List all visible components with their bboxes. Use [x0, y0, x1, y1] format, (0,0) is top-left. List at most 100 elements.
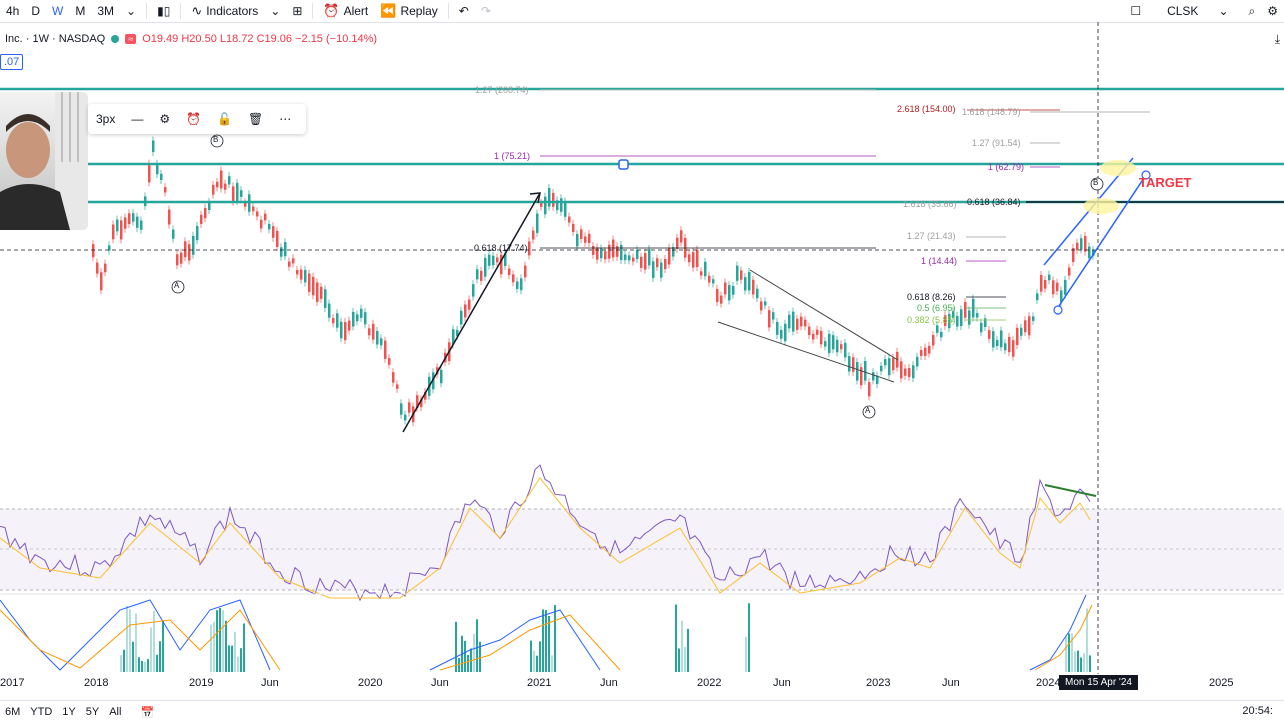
candle-body: [944, 315, 947, 326]
replay-button[interactable]: ⏪ Replay: [374, 0, 444, 22]
line-width-label[interactable]: 3px: [96, 112, 116, 126]
trash-icon[interactable]: 🗑: [248, 112, 264, 126]
x-axis: 2017 2018 2019 Jun 2020 Jun 2021 Jun 202…: [0, 674, 1284, 692]
candle-body: [732, 285, 735, 295]
candle-body: [768, 310, 771, 328]
histogram-bar: [213, 622, 215, 672]
range-1y[interactable]: 1Y: [62, 706, 76, 718]
candle-body: [712, 279, 715, 284]
candle-body: [880, 365, 883, 372]
scroll-down-icon[interactable]: ⤓: [1274, 32, 1280, 46]
line-handle: [618, 159, 629, 170]
interval-4h[interactable]: 4h: [6, 4, 20, 18]
symbol-title[interactable]: Inc. · 1W · NASDAQ: [5, 33, 106, 45]
histogram-bar: [551, 655, 553, 672]
rsi-line: [0, 464, 1091, 602]
candle-body: [888, 358, 891, 376]
candle-body: [476, 269, 479, 280]
layouts-icon[interactable]: ⊞: [292, 4, 303, 18]
symbol-name[interactable]: CLSK: [1167, 4, 1199, 18]
candle-body: [284, 242, 287, 257]
alert-add-icon[interactable]: ⏰: [186, 112, 202, 126]
candle-body: [528, 241, 531, 256]
indicators-button[interactable]: ∿ Indicators: [185, 0, 264, 22]
candle-body: [152, 140, 155, 153]
indicators-icon: ∿: [191, 3, 203, 18]
candle-body: [464, 304, 467, 318]
candles-icon[interactable]: ▮▯: [157, 4, 171, 18]
candle-body: [468, 299, 471, 310]
chevron-down-icon[interactable]: ⌄: [1218, 4, 1229, 18]
range-ytd[interactable]: YTD: [30, 706, 53, 718]
candle-body: [136, 216, 139, 228]
candle-body: [804, 319, 807, 327]
wave-letter: A: [174, 281, 180, 290]
search-icon[interactable]: ⌕: [1248, 3, 1256, 18]
histogram-bar: [1074, 651, 1076, 672]
candle-body: [544, 196, 547, 215]
alert-button[interactable]: ⏰ Alert: [317, 0, 374, 22]
candle-body: [120, 220, 123, 240]
chart-legend: Inc. · 1W · NASDAQ ≈ O19.49 H20.50 L18.7…: [5, 33, 377, 45]
histogram-bar: [240, 648, 242, 672]
candle-body: [708, 275, 711, 283]
fib-label: 1 (75.21): [494, 151, 531, 161]
checkbox-icon[interactable]: ☐: [1130, 4, 1142, 18]
undo-icon[interactable]: ↶: [458, 4, 469, 18]
candle-body: [980, 322, 983, 333]
candle-body: [260, 219, 263, 229]
candle-body: [928, 345, 931, 354]
settings-icon[interactable]: ⚙: [159, 112, 171, 126]
interval-3m[interactable]: 3M: [97, 4, 115, 18]
fib-label: 1.618 (148.79): [962, 107, 1021, 117]
chevron-down-icon[interactable]: ⌄: [270, 4, 281, 18]
histogram-bar: [150, 627, 152, 672]
range-all[interactable]: All: [109, 706, 122, 718]
candle-body: [492, 255, 495, 266]
interval-w[interactable]: W: [52, 4, 64, 18]
candle-body: [968, 310, 971, 325]
candle-body: [992, 331, 995, 348]
candle-body: [756, 288, 759, 299]
candle-body: [204, 207, 207, 219]
chevron-down-icon[interactable]: ⌄: [126, 4, 137, 18]
range-5y[interactable]: 5Y: [85, 706, 100, 718]
range-6m[interactable]: 6M: [5, 706, 21, 718]
candle-body: [840, 344, 843, 350]
candle-body: [376, 330, 379, 345]
settings-icon[interactable]: ⚙: [1267, 4, 1278, 18]
histogram-bar: [539, 641, 541, 672]
candle-body: [1088, 246, 1091, 259]
candle-body: [808, 326, 811, 336]
interval-m[interactable]: M: [75, 4, 86, 18]
candle-body: [240, 190, 243, 197]
lock-icon[interactable]: 🔓: [217, 112, 233, 126]
histogram-bar: [530, 640, 532, 672]
x-tick: 2019: [189, 677, 214, 689]
candle-body: [584, 236, 587, 243]
candle-body: [568, 216, 571, 223]
signal-line: [1034, 604, 1093, 671]
candle-body: [596, 247, 599, 260]
candle-body: [900, 361, 903, 379]
indicators-label: Indicators: [206, 4, 259, 18]
histogram-bar: [231, 645, 233, 672]
candle-body: [496, 257, 499, 263]
wedge-line: [749, 269, 899, 361]
histogram-bar: [684, 646, 686, 672]
candle-body: [332, 318, 335, 324]
histogram-bar: [126, 605, 128, 672]
redo-icon[interactable]: ↷: [480, 4, 491, 18]
candle-body: [696, 249, 699, 268]
x-tick: 2024: [1036, 677, 1061, 689]
interval-d[interactable]: D: [31, 4, 41, 18]
candle-body: [784, 323, 787, 342]
value-box: .07: [0, 54, 24, 70]
more-icon[interactable]: ⋯: [279, 112, 292, 126]
line-style-icon[interactable]: —: [131, 112, 144, 126]
date-range-icon[interactable]: 📅: [140, 706, 155, 719]
candle-body: [292, 258, 295, 264]
candle-body: [388, 358, 391, 365]
candle-body: [856, 362, 859, 381]
